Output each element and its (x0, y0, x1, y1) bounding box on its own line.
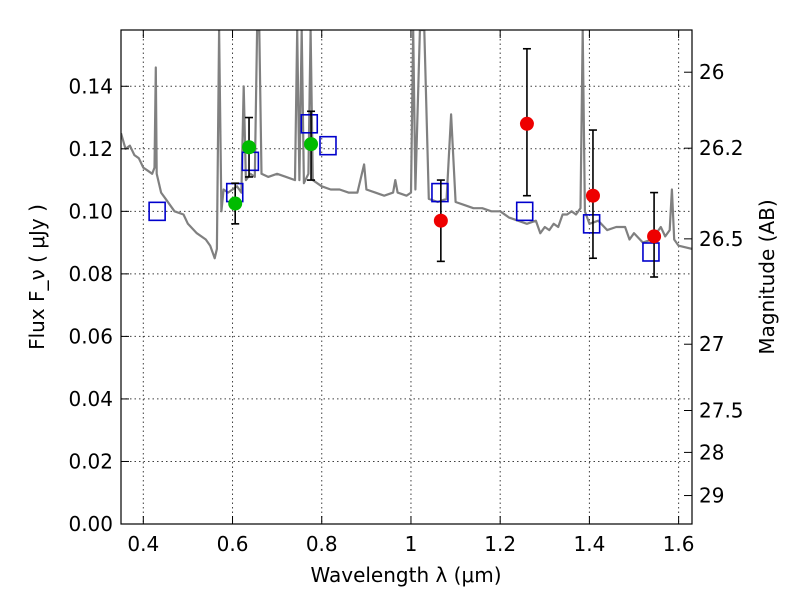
y-tick-label: 0.00 (68, 512, 113, 536)
right-tick-label: 27.5 (699, 399, 744, 423)
y-tick-label: 0.10 (68, 199, 113, 223)
observed-flux-point (228, 196, 243, 211)
y-tick-label: 0.08 (68, 262, 113, 286)
model-band-square (319, 135, 337, 156)
right-tick-label: 28 (699, 440, 724, 464)
right-tick-label: 26.2 (699, 136, 744, 160)
model-spectrum-line (121, 30, 692, 260)
x-tick-label: 0.6 (217, 532, 249, 556)
y-tick-label: 0.12 (68, 137, 113, 161)
observed-flux-point (433, 213, 448, 228)
model-band-square (515, 201, 534, 222)
model-band-square (582, 214, 601, 234)
observed-flux-point (242, 140, 257, 155)
x-tick-label: 1.4 (573, 532, 605, 556)
observed-flux-point (585, 188, 600, 203)
grid (121, 30, 692, 525)
x-tick-label: 1 (405, 532, 418, 556)
right-tick-label: 26.5 (699, 227, 744, 251)
y-tick-label: 0.06 (68, 324, 113, 348)
x-axis-label: Wavelength λ (μm) (310, 563, 501, 587)
axis-tick-labels: 0.4 0.6 0.8 1 1.2 1.4 1.6 0.00 0.02 0.04 0.06 0.08 0… (68, 60, 743, 556)
model-band-square (431, 182, 449, 203)
right-tick-label: 27 (699, 332, 724, 356)
observed-flux-point (647, 229, 662, 244)
model-band-square (642, 242, 660, 262)
observed-flux-point (519, 116, 534, 131)
axis-ticks (121, 30, 692, 525)
right-tick-label: 29 (699, 484, 724, 508)
observed-flux-point (304, 137, 319, 152)
y-tick-label: 0.02 (68, 449, 113, 473)
plot-frame (120, 29, 693, 525)
right-axis-label: Magnitude (AB) (755, 199, 779, 354)
right-tick-label: 26 (699, 60, 724, 84)
model-band-square (300, 113, 319, 134)
y-axis-label: Flux F_ν ( μJy ) (25, 204, 49, 350)
x-tick-label: 0.8 (306, 532, 338, 556)
x-tick-label: 1.6 (663, 532, 695, 556)
y-tick-label: 0.04 (68, 387, 113, 411)
x-tick-label: 0.4 (127, 532, 159, 556)
data-layer (121, 30, 692, 278)
model-band-square (148, 201, 166, 222)
x-tick-label: 1.2 (484, 532, 516, 556)
y-tick-label: 0.14 (68, 74, 113, 98)
